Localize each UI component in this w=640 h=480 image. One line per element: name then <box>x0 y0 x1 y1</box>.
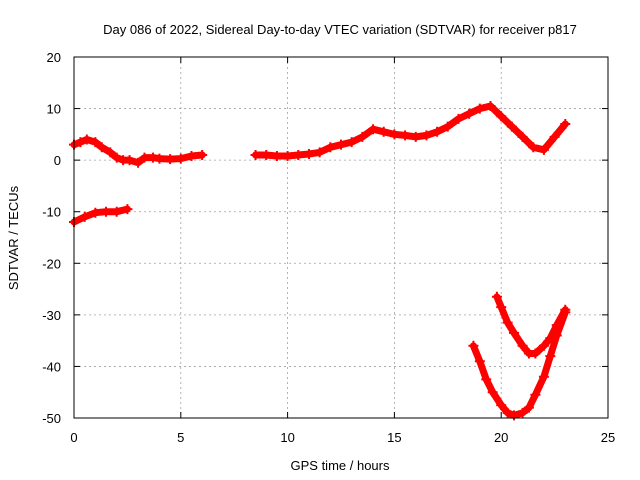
data-point <box>442 121 453 132</box>
data-point <box>551 330 562 341</box>
data-point <box>303 148 314 159</box>
y-tick-label: -40 <box>42 359 61 374</box>
data-point <box>148 152 159 163</box>
data-point <box>389 129 400 140</box>
data-point <box>502 317 513 328</box>
data-point <box>165 154 176 165</box>
x-tick-label: 5 <box>177 430 184 445</box>
data-point <box>122 204 133 215</box>
x-tick-label: 15 <box>387 430 401 445</box>
data-point <box>410 131 421 142</box>
data-point <box>485 100 496 111</box>
series-arc-5 <box>468 307 571 421</box>
data-point <box>502 407 513 418</box>
y-tick-label: -50 <box>42 411 61 426</box>
data-point <box>530 348 541 359</box>
axis-ticks: 0 5 10 15 20 25 -50 -40 -30 -20 -10 0 10 20 <box>42 50 615 445</box>
data-point <box>111 152 122 163</box>
data-point <box>517 340 528 351</box>
y-tick-label: 10 <box>47 102 61 117</box>
data-point <box>496 400 507 411</box>
data-point <box>336 139 346 150</box>
series-trace <box>469 308 569 419</box>
data-point <box>81 134 92 145</box>
data-point <box>506 121 517 132</box>
data-point <box>560 307 571 318</box>
data-point <box>491 291 502 302</box>
data-point <box>474 356 485 367</box>
y-tick-label: 0 <box>54 153 61 168</box>
data-point <box>421 130 432 141</box>
series-arc-3 <box>250 100 571 162</box>
data-point <box>111 206 122 217</box>
data-point <box>517 407 528 418</box>
y-tick-label: -20 <box>42 256 61 271</box>
data-point <box>271 151 282 162</box>
data-point <box>75 137 86 148</box>
data-point <box>464 108 475 119</box>
data-point <box>357 131 368 142</box>
data-point <box>538 340 549 351</box>
data-point <box>175 153 186 164</box>
data-point <box>293 149 304 160</box>
series-arc-1 <box>69 134 208 168</box>
data-point <box>487 387 498 398</box>
data-point <box>96 142 107 153</box>
data-point <box>481 374 492 385</box>
data-point <box>496 302 507 313</box>
data-point <box>261 149 272 160</box>
x-tick-label: 20 <box>494 430 508 445</box>
x-tick-label: 10 <box>280 430 294 445</box>
data-point <box>509 327 520 338</box>
chart-title: Day 086 of 2022, Sidereal Day-to-day VTE… <box>103 22 577 37</box>
data-point <box>468 340 479 351</box>
data-point <box>154 153 165 164</box>
plot-area-border <box>73 56 609 419</box>
data-point <box>496 111 507 122</box>
data-point <box>530 389 541 400</box>
data-point <box>90 207 101 218</box>
data-series <box>69 100 571 421</box>
data-point <box>197 149 208 160</box>
y-tick-label: -30 <box>42 308 61 323</box>
data-point <box>90 137 101 148</box>
series-arc-4 <box>491 291 571 359</box>
data-point <box>509 410 520 421</box>
data-point <box>474 103 485 114</box>
data-point <box>314 147 325 158</box>
data-point <box>378 126 389 137</box>
data-point <box>250 149 261 160</box>
data-point <box>79 211 90 222</box>
y-tick-label: 20 <box>47 50 61 65</box>
data-point <box>282 151 293 162</box>
y-axis-label: SDTVAR / TECUs <box>6 185 21 290</box>
data-point <box>124 155 135 166</box>
data-point <box>528 142 539 153</box>
data-point <box>133 157 144 168</box>
data-point <box>538 371 549 382</box>
data-point <box>400 130 411 141</box>
data-point <box>560 119 571 130</box>
data-point <box>139 152 150 163</box>
data-point <box>186 151 197 162</box>
data-point <box>545 351 556 362</box>
data-point <box>325 142 336 153</box>
data-point <box>523 402 534 413</box>
y-tick-label: -10 <box>42 205 61 220</box>
data-point <box>105 147 116 158</box>
data-point <box>549 131 560 142</box>
data-point <box>368 124 379 135</box>
data-point <box>432 126 443 137</box>
x-tick-label: 25 <box>601 430 615 445</box>
data-point <box>101 206 112 217</box>
data-point <box>517 131 528 142</box>
data-point <box>346 137 357 148</box>
data-point <box>453 113 464 124</box>
data-point <box>538 144 549 155</box>
x-tick-label: 0 <box>70 430 77 445</box>
x-axis-label: GPS time / hours <box>291 458 390 473</box>
